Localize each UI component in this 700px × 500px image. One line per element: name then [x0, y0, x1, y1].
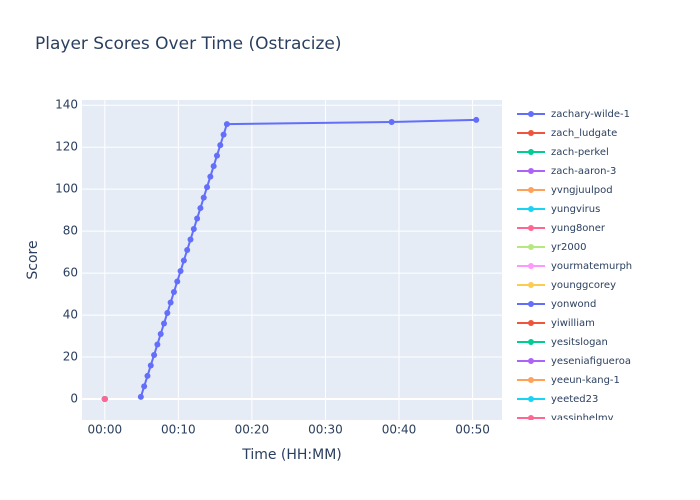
data-point — [147, 362, 154, 369]
legend-marker — [528, 168, 534, 174]
x-axis-title: Time (HH:MM) — [241, 447, 342, 463]
data-point — [184, 247, 191, 254]
data-point — [174, 278, 181, 285]
data-point — [210, 163, 217, 170]
data-point — [164, 309, 171, 316]
data-point — [157, 330, 164, 337]
data-point — [204, 184, 211, 191]
data-point — [200, 194, 207, 201]
legend-marker — [528, 377, 534, 383]
legend-label[interactable]: zach_ludgate — [551, 128, 617, 139]
legend-label[interactable]: yr2000 — [551, 242, 586, 253]
data-point — [180, 257, 187, 264]
data-point — [388, 119, 395, 126]
x-tick-label: 00:50 — [455, 423, 490, 437]
chart-title: Player Scores Over Time (Ostracize) — [35, 34, 342, 54]
legend-label[interactable]: yeeted23 — [551, 394, 598, 405]
legend-label[interactable]: yeseniafigueroa — [551, 356, 631, 367]
legend-marker — [528, 130, 534, 136]
data-point — [151, 351, 158, 358]
legend-label[interactable]: yesitslogan — [551, 337, 608, 348]
data-point — [177, 268, 184, 275]
legend-label[interactable]: yonwond — [551, 299, 596, 310]
data-point — [161, 320, 168, 327]
data-point — [473, 116, 480, 123]
grid — [82, 100, 502, 420]
data-point — [213, 152, 220, 159]
data-point — [141, 383, 148, 390]
data-point — [194, 215, 201, 222]
y-tick-label: 40 — [63, 308, 78, 322]
data-point — [137, 393, 144, 400]
legend-marker — [528, 263, 534, 269]
x-tick-label: 00:20 — [235, 423, 270, 437]
y-tick-label: 0 — [70, 392, 78, 406]
data-point — [220, 131, 227, 138]
legend-label[interactable]: yassinhelmy — [551, 413, 614, 424]
legend-marker — [528, 111, 534, 117]
data-point — [207, 173, 214, 180]
plot-area — [82, 100, 502, 420]
legend-label[interactable]: yeeun-kang-1 — [551, 375, 620, 386]
x-tick-label: 00:30 — [308, 423, 343, 437]
legend-label[interactable]: zach-perkel — [551, 147, 609, 158]
legend-marker — [528, 149, 534, 155]
legend-label[interactable]: yungvirus — [551, 204, 600, 215]
legend: zachary-wilde-1 zach_ludgate zach-perkel za… — [517, 109, 632, 424]
legend-label[interactable]: zach-aaron-3 — [551, 166, 616, 177]
legend-marker — [528, 187, 534, 193]
legend-label[interactable]: yung8oner — [551, 223, 606, 234]
x-tick-label: 00:10 — [161, 423, 196, 437]
x-tick-label: 00:40 — [382, 423, 417, 437]
y-tick-label: 80 — [63, 224, 78, 238]
data-point — [101, 396, 108, 403]
data-point — [217, 142, 224, 149]
legend-marker — [528, 282, 534, 288]
data-point — [167, 299, 174, 306]
data-point — [144, 372, 151, 379]
y-tick-label: 120 — [55, 140, 78, 154]
legend-marker — [528, 339, 534, 345]
legend-label[interactable]: yiwilliam — [551, 318, 595, 329]
data-point — [170, 289, 177, 295]
y-axis-title: Score — [25, 240, 41, 279]
data-point — [190, 226, 197, 233]
y-tick-label: 60 — [63, 266, 78, 280]
legend-marker — [528, 206, 534, 212]
y-tick-label: 140 — [55, 98, 78, 112]
legend-marker — [528, 415, 534, 420]
legend-marker — [528, 225, 534, 231]
legend-marker — [528, 320, 534, 326]
legend-label[interactable]: younggcorey — [551, 280, 616, 291]
data-point — [223, 121, 230, 128]
x-tick-label: 00:00 — [88, 423, 123, 437]
legend-label[interactable]: zachary-wilde-1 — [551, 109, 630, 120]
legend-label[interactable]: yourmatemurph — [551, 261, 632, 272]
legend-marker — [528, 244, 534, 250]
legend-label[interactable]: yvngjuulpod — [551, 185, 613, 196]
legend-marker — [528, 301, 534, 307]
data-point — [197, 205, 204, 212]
data-point — [187, 236, 194, 243]
y-tick-label: 20 — [63, 350, 78, 364]
legend-marker — [528, 396, 534, 402]
y-tick-label: 100 — [55, 182, 78, 196]
legend-marker — [528, 358, 534, 364]
data-point — [154, 341, 161, 348]
series-layer — [101, 116, 480, 403]
